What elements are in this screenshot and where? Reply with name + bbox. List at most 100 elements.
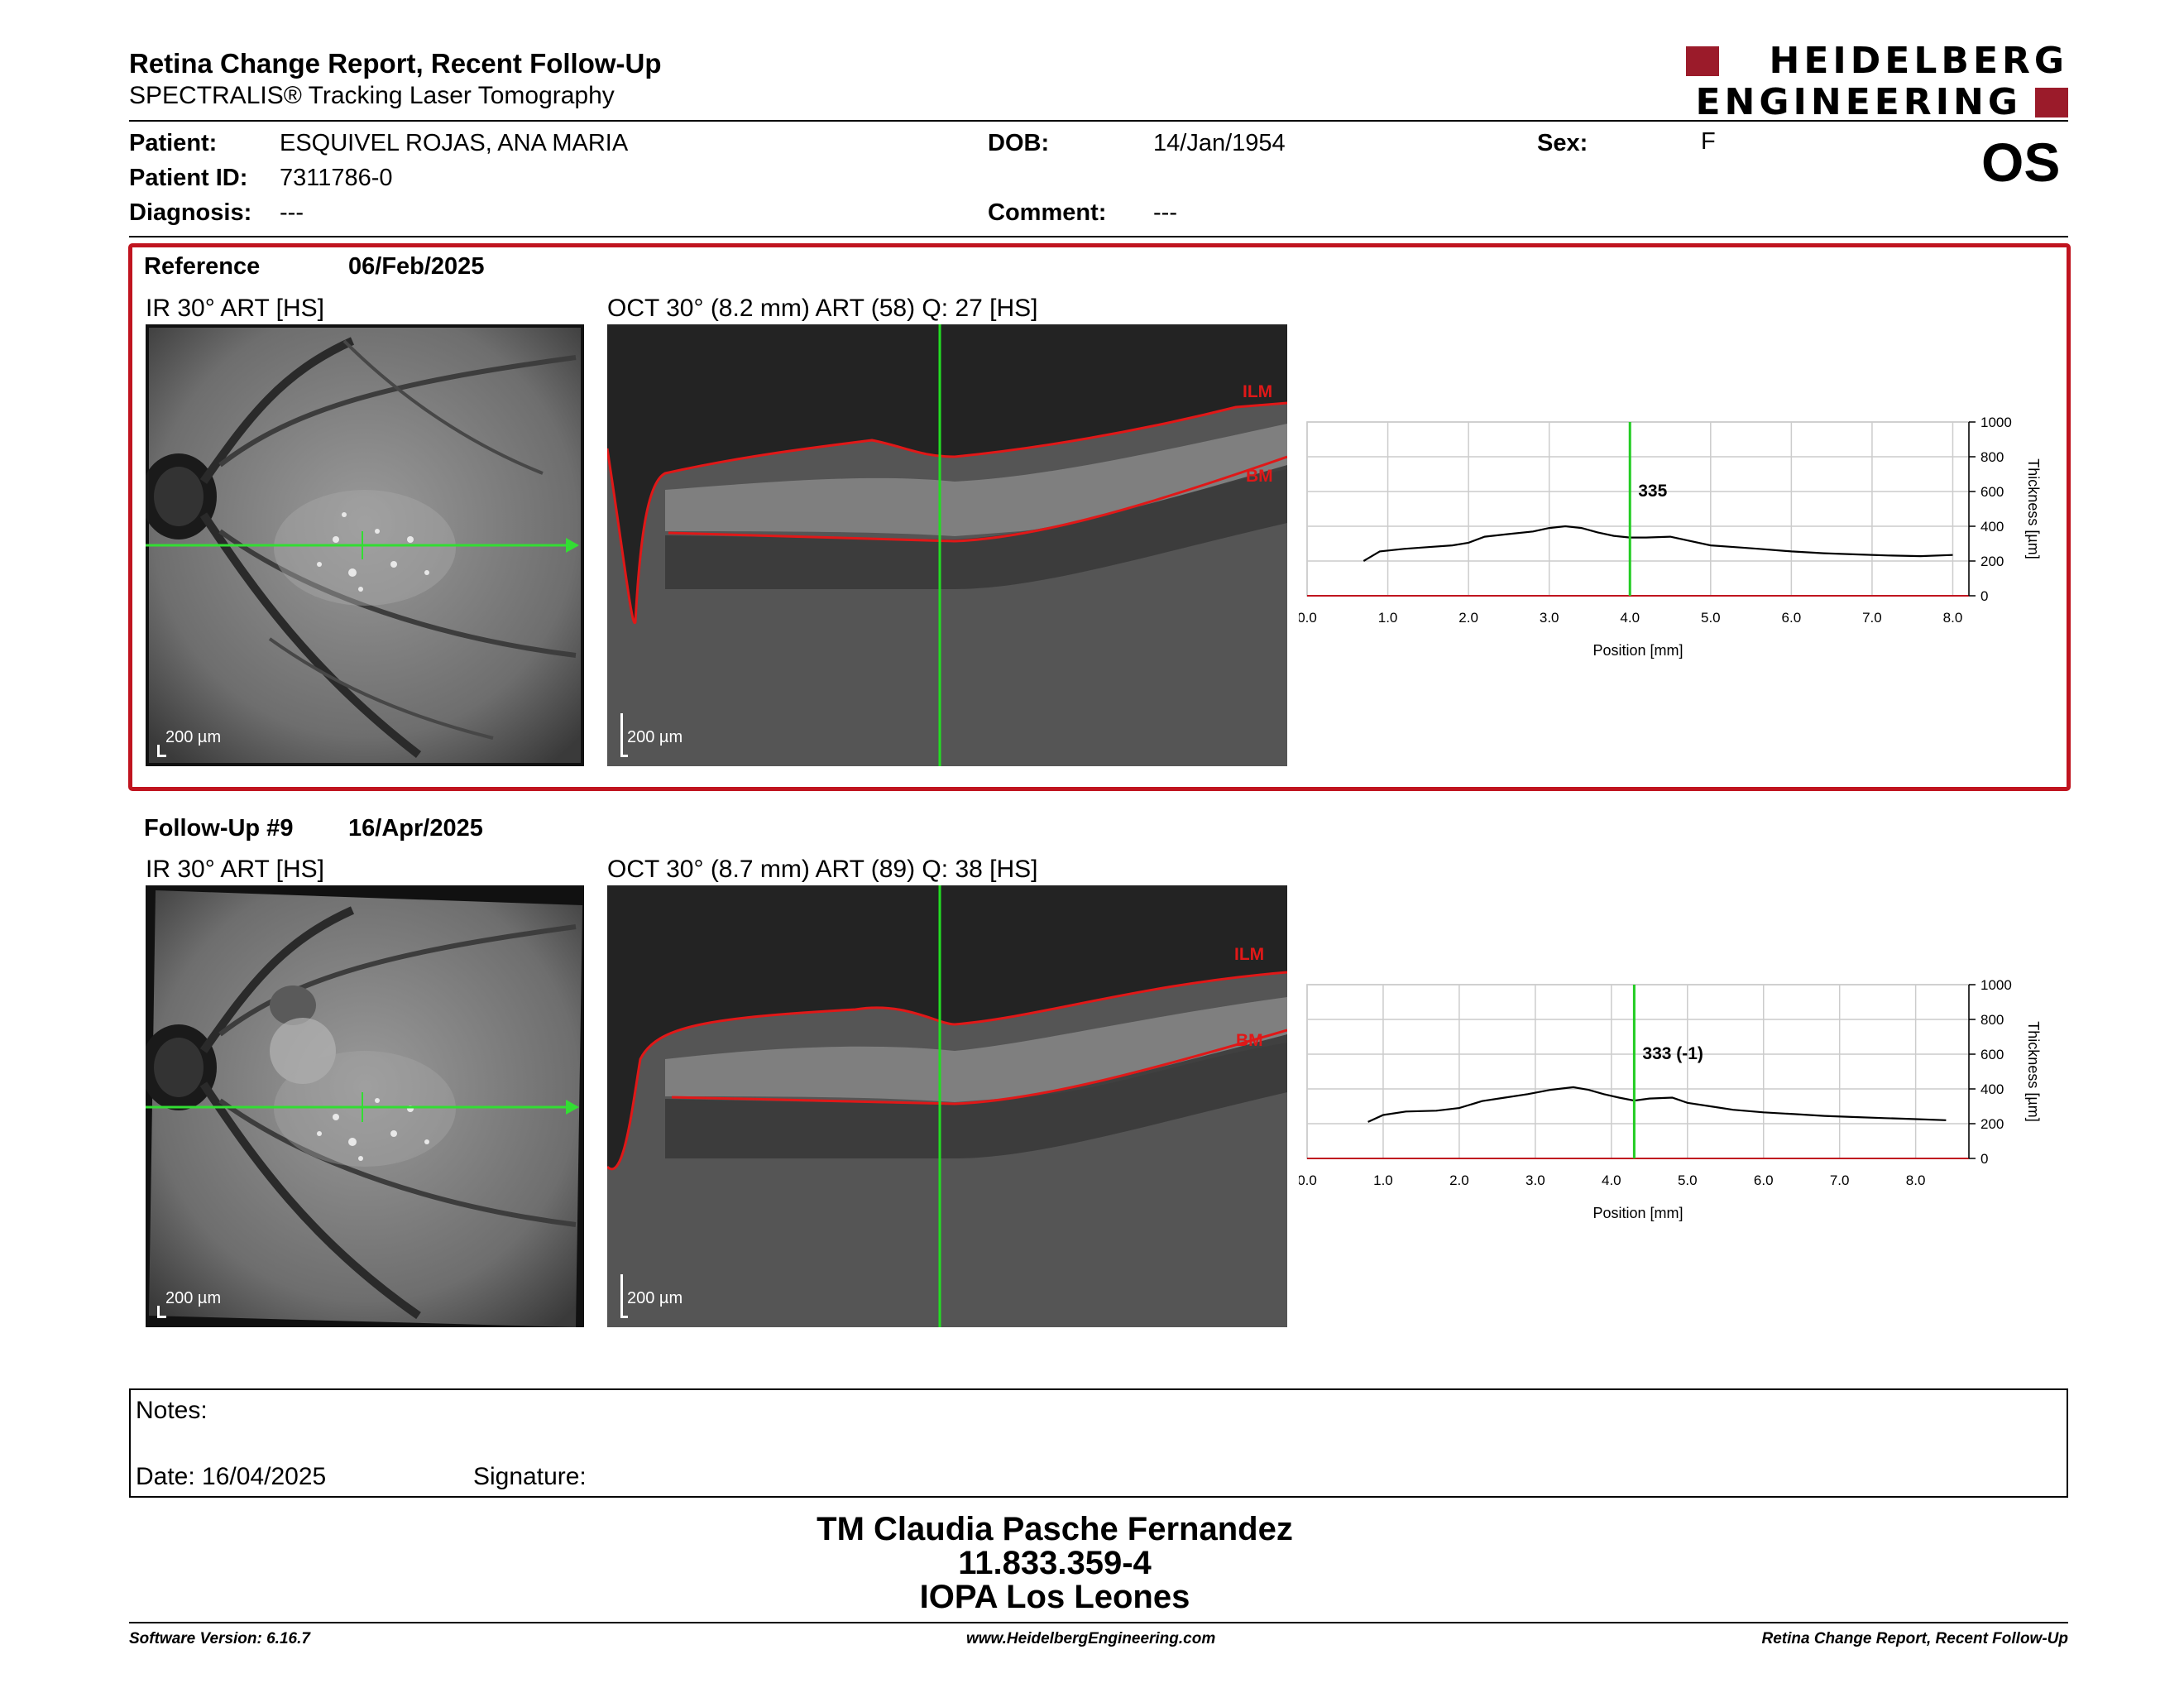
- reference-thickness-chart: 0 200 400 600 800 1000 0.0 1.0 2.0 3.0 4.0 5.0 6.0 7.…: [1299, 415, 2042, 659]
- ilm-label: ILM: [1243, 382, 1273, 401]
- x-tick-label: 3.0: [1525, 1172, 1545, 1188]
- followup-thickness-chart: 0 200 400 600 800 1000 0.0 1.0 2.0 3.0 4.0 5.0 6.0 7.…: [1299, 977, 2042, 1221]
- x-tick-label: 0.0: [1299, 610, 1317, 626]
- signer-institution: IOPA Los Leones: [919, 1579, 1190, 1615]
- x-tick-label: 1.0: [1378, 610, 1398, 626]
- x-axis-label: Position [mm]: [1592, 1205, 1683, 1221]
- ir-scale-label: 200 µm: [165, 728, 222, 746]
- notes-box[interactable]: Notes: Date: 16/04/2025 Signature:: [129, 1388, 2068, 1498]
- reference-ir-title: IR 30° ART [HS]: [146, 295, 324, 322]
- y-tick-label: 800: [1980, 1012, 2004, 1028]
- ir-fundus-graphic: [146, 328, 581, 763]
- x-tick-label: 6.0: [1754, 1172, 1774, 1188]
- x-tick-label: 4.0: [1602, 1172, 1621, 1188]
- x-tick-label: 5.0: [1678, 1172, 1698, 1188]
- eye-side: OS: [1981, 132, 2061, 193]
- scale-bar-icon: [157, 745, 166, 757]
- signer-id: 11.833.359-4: [958, 1545, 1152, 1581]
- footer-divider: [129, 1622, 2068, 1623]
- reference-panel: [128, 243, 2071, 791]
- y-axis-label: Thickness [µm]: [2025, 458, 2042, 559]
- thickness-line: [1367, 1086, 1947, 1123]
- patient-id-label: Patient ID:: [129, 165, 248, 191]
- sex-value: F: [1701, 128, 1716, 155]
- signature-label: Signature:: [473, 1463, 587, 1490]
- bm-label: BM: [1236, 1031, 1263, 1050]
- followup-oct-bscan[interactable]: ILM BM 200 µm: [607, 885, 1287, 1327]
- y-tick-label: 0: [1980, 588, 1988, 604]
- x-tick-label: 7.0: [1862, 610, 1882, 626]
- logo-line1: HEIDELBERG: [1769, 40, 2068, 82]
- notes-date: Date: 16/04/2025: [136, 1463, 327, 1490]
- x-tick-label: 5.0: [1701, 610, 1721, 626]
- notes-label: Notes:: [136, 1397, 208, 1424]
- logo-line2: ENGINEERING: [1695, 81, 2022, 123]
- followup-ir-image[interactable]: 200 µm: [146, 885, 584, 1327]
- x-tick-label: 2.0: [1458, 610, 1478, 626]
- followup-oct-title: OCT 30° (8.7 mm) ART (89) Q: 38 [HS]: [607, 856, 1038, 883]
- sex-label: Sex:: [1537, 130, 1588, 156]
- header-divider: [129, 120, 2068, 122]
- x-tick-label: 4.0: [1620, 610, 1640, 626]
- patient-id: 7311786-0: [280, 165, 393, 191]
- x-tick-label: 3.0: [1540, 610, 1559, 626]
- dob-label: DOB:: [988, 130, 1050, 156]
- report-title: Retina Change Report, Recent Follow-Up: [129, 48, 662, 79]
- logo-square-icon: [2035, 88, 2068, 117]
- y-axis-label: Thickness [µm]: [2025, 1021, 2042, 1121]
- patient-label: Patient:: [129, 130, 218, 156]
- footer-website[interactable]: www.HeidelbergEngineering.com: [966, 1630, 1216, 1647]
- x-tick-label: 0.0: [1299, 1172, 1317, 1188]
- report-subtitle: SPECTRALIS® Tracking Laser Tomography: [129, 82, 615, 109]
- patient-divider: [129, 236, 2068, 237]
- diagnosis-value: ---: [280, 199, 304, 226]
- oct-bscan-graphic: [607, 885, 1287, 1327]
- footer-version: Software Version: 6.16.7: [129, 1630, 310, 1647]
- marker-value-label: 333 (-1): [1642, 1044, 1703, 1063]
- scale-bar-icon: [620, 713, 628, 757]
- marker-value-label: 335: [1638, 482, 1667, 501]
- reference-label: Reference: [144, 253, 261, 280]
- x-tick-label: 1.0: [1373, 1172, 1393, 1188]
- y-tick-label: 200: [1980, 1116, 2004, 1132]
- signer-name: TM Claudia Pasche Fernandez: [817, 1511, 1293, 1547]
- y-tick-label: 200: [1980, 554, 2004, 569]
- followup-date: 16/Apr/2025: [348, 815, 483, 842]
- y-tick-label: 0: [1980, 1151, 1988, 1167]
- scale-bar-icon: [620, 1274, 628, 1318]
- y-tick-label: 400: [1980, 519, 2004, 535]
- y-tick-label: 400: [1980, 1081, 2004, 1097]
- oct-scale-label: 200 µm: [627, 728, 683, 746]
- ir-scale-label: 200 µm: [165, 1289, 222, 1307]
- reference-oct-title: OCT 30° (8.2 mm) ART (58) Q: 27 [HS]: [607, 295, 1038, 322]
- footer-report-name: Retina Change Report, Recent Follow-Up: [1761, 1630, 2068, 1647]
- x-tick-label: 8.0: [1906, 1172, 1926, 1188]
- comment-label: Comment:: [988, 199, 1107, 226]
- diagnosis-label: Diagnosis:: [129, 199, 252, 226]
- patient-name: ESQUIVEL ROJAS, ANA MARIA: [280, 130, 629, 156]
- logo-square-icon: [1686, 46, 1719, 76]
- reference-oct-bscan[interactable]: ILM BM 200 µm: [607, 324, 1287, 766]
- x-tick-label: 6.0: [1782, 610, 1802, 626]
- reference-date: 06/Feb/2025: [348, 253, 485, 280]
- followup-ir-title: IR 30° ART [HS]: [146, 856, 324, 883]
- y-tick-label: 1000: [1980, 977, 2012, 993]
- reference-ir-image[interactable]: 200 µm: [146, 324, 584, 766]
- y-tick-label: 600: [1980, 484, 2004, 500]
- dob-value: 14/Jan/1954: [1153, 130, 1286, 156]
- scale-bar-icon: [157, 1306, 166, 1318]
- x-tick-label: 7.0: [1830, 1172, 1850, 1188]
- thickness-line: [1363, 525, 1953, 562]
- x-tick-label: 2.0: [1449, 1172, 1469, 1188]
- y-tick-label: 800: [1980, 449, 2004, 465]
- plot-area: [1306, 984, 1970, 1159]
- y-tick-label: 1000: [1980, 415, 2012, 430]
- plot-area: [1306, 421, 1970, 597]
- bm-label: BM: [1246, 467, 1273, 486]
- ir-fundus-graphic: [146, 890, 582, 1327]
- x-tick-label: 8.0: [1943, 610, 1963, 626]
- oct-scale-label: 200 µm: [627, 1289, 683, 1307]
- x-axis-label: Position [mm]: [1592, 642, 1683, 659]
- oct-bscan-graphic: [607, 324, 1287, 766]
- heidelberg-logo: HEIDELBERG ENGINEERING: [1686, 43, 2068, 122]
